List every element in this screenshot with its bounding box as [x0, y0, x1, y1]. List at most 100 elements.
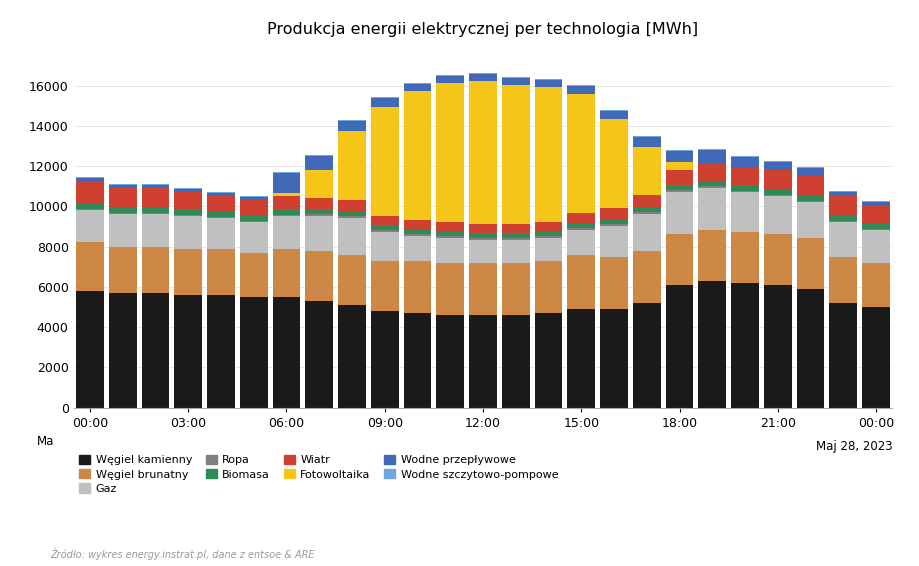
- Bar: [240, 222, 267, 252]
- Bar: [796, 175, 823, 196]
- Bar: [174, 215, 202, 216]
- Bar: [632, 195, 660, 208]
- Bar: [828, 221, 857, 222]
- Bar: [469, 73, 496, 74]
- Bar: [337, 216, 366, 218]
- Bar: [861, 201, 889, 203]
- Bar: [698, 230, 725, 281]
- Bar: [861, 206, 889, 224]
- Bar: [567, 230, 595, 255]
- Bar: [108, 185, 137, 188]
- Bar: [76, 204, 104, 209]
- Bar: [305, 198, 333, 210]
- Bar: [861, 229, 889, 230]
- Bar: [861, 224, 889, 229]
- Bar: [403, 260, 431, 313]
- Bar: [436, 238, 464, 263]
- Bar: [370, 216, 398, 226]
- Bar: [240, 197, 267, 200]
- Bar: [796, 168, 823, 175]
- Bar: [664, 151, 693, 162]
- Bar: [403, 230, 431, 234]
- Bar: [763, 196, 791, 234]
- Bar: [240, 196, 267, 197]
- Bar: [207, 212, 234, 217]
- Bar: [501, 238, 529, 241]
- Bar: [763, 195, 791, 196]
- Bar: [534, 80, 562, 87]
- Bar: [142, 184, 169, 185]
- Bar: [828, 256, 857, 303]
- Bar: [599, 112, 628, 119]
- Bar: [337, 200, 366, 212]
- Bar: [142, 247, 169, 293]
- Bar: [534, 232, 562, 237]
- Bar: [632, 136, 660, 138]
- Bar: [76, 178, 104, 182]
- Bar: [108, 293, 137, 408]
- Bar: [174, 295, 202, 408]
- Bar: [599, 208, 628, 220]
- Bar: [370, 260, 398, 311]
- Bar: [207, 218, 234, 248]
- Bar: [763, 161, 791, 162]
- Bar: [501, 315, 529, 408]
- Bar: [632, 147, 660, 195]
- Bar: [370, 97, 398, 98]
- Bar: [174, 188, 202, 189]
- Bar: [534, 237, 562, 238]
- Bar: [698, 182, 725, 186]
- Bar: [469, 74, 496, 81]
- Bar: [731, 186, 758, 191]
- Bar: [828, 196, 857, 216]
- Bar: [207, 193, 234, 196]
- Bar: [240, 297, 267, 408]
- Bar: [305, 155, 333, 156]
- Bar: [305, 156, 333, 170]
- Bar: [403, 234, 431, 237]
- Bar: [763, 162, 791, 170]
- Bar: [534, 79, 562, 80]
- Bar: [337, 305, 366, 408]
- Bar: [763, 234, 791, 285]
- Bar: [207, 217, 234, 218]
- Bar: [337, 212, 366, 216]
- Bar: [501, 77, 529, 78]
- Bar: [305, 210, 333, 215]
- Bar: [501, 234, 529, 238]
- Bar: [796, 202, 823, 238]
- Bar: [469, 315, 496, 408]
- Bar: [436, 75, 464, 76]
- Bar: [599, 309, 628, 408]
- Bar: [436, 263, 464, 315]
- Bar: [240, 221, 267, 222]
- Bar: [76, 209, 104, 211]
- Bar: [108, 184, 137, 185]
- Bar: [76, 242, 104, 291]
- Bar: [664, 186, 693, 190]
- Bar: [272, 193, 301, 196]
- Bar: [436, 76, 464, 83]
- Bar: [501, 78, 529, 85]
- Legend: Węgiel kamienny, Węgiel brunatny, Gaz, Ropa, Biomasa, Wiatr, Fotowoltaika, Wodne: Węgiel kamienny, Węgiel brunatny, Gaz, R…: [79, 454, 558, 494]
- Bar: [174, 248, 202, 295]
- Bar: [108, 213, 137, 215]
- Bar: [469, 234, 496, 238]
- Bar: [861, 307, 889, 408]
- Bar: [142, 293, 169, 408]
- Bar: [272, 196, 301, 211]
- Text: Maj 28, 2023: Maj 28, 2023: [815, 440, 891, 453]
- Bar: [534, 222, 562, 232]
- Bar: [599, 220, 628, 224]
- Bar: [305, 216, 333, 251]
- Bar: [370, 230, 398, 233]
- Bar: [534, 313, 562, 408]
- Bar: [436, 222, 464, 232]
- Bar: [632, 303, 660, 408]
- Bar: [861, 263, 889, 307]
- Bar: [272, 172, 301, 173]
- Bar: [403, 220, 431, 230]
- Bar: [272, 215, 301, 216]
- Bar: [403, 313, 431, 408]
- Bar: [174, 192, 202, 210]
